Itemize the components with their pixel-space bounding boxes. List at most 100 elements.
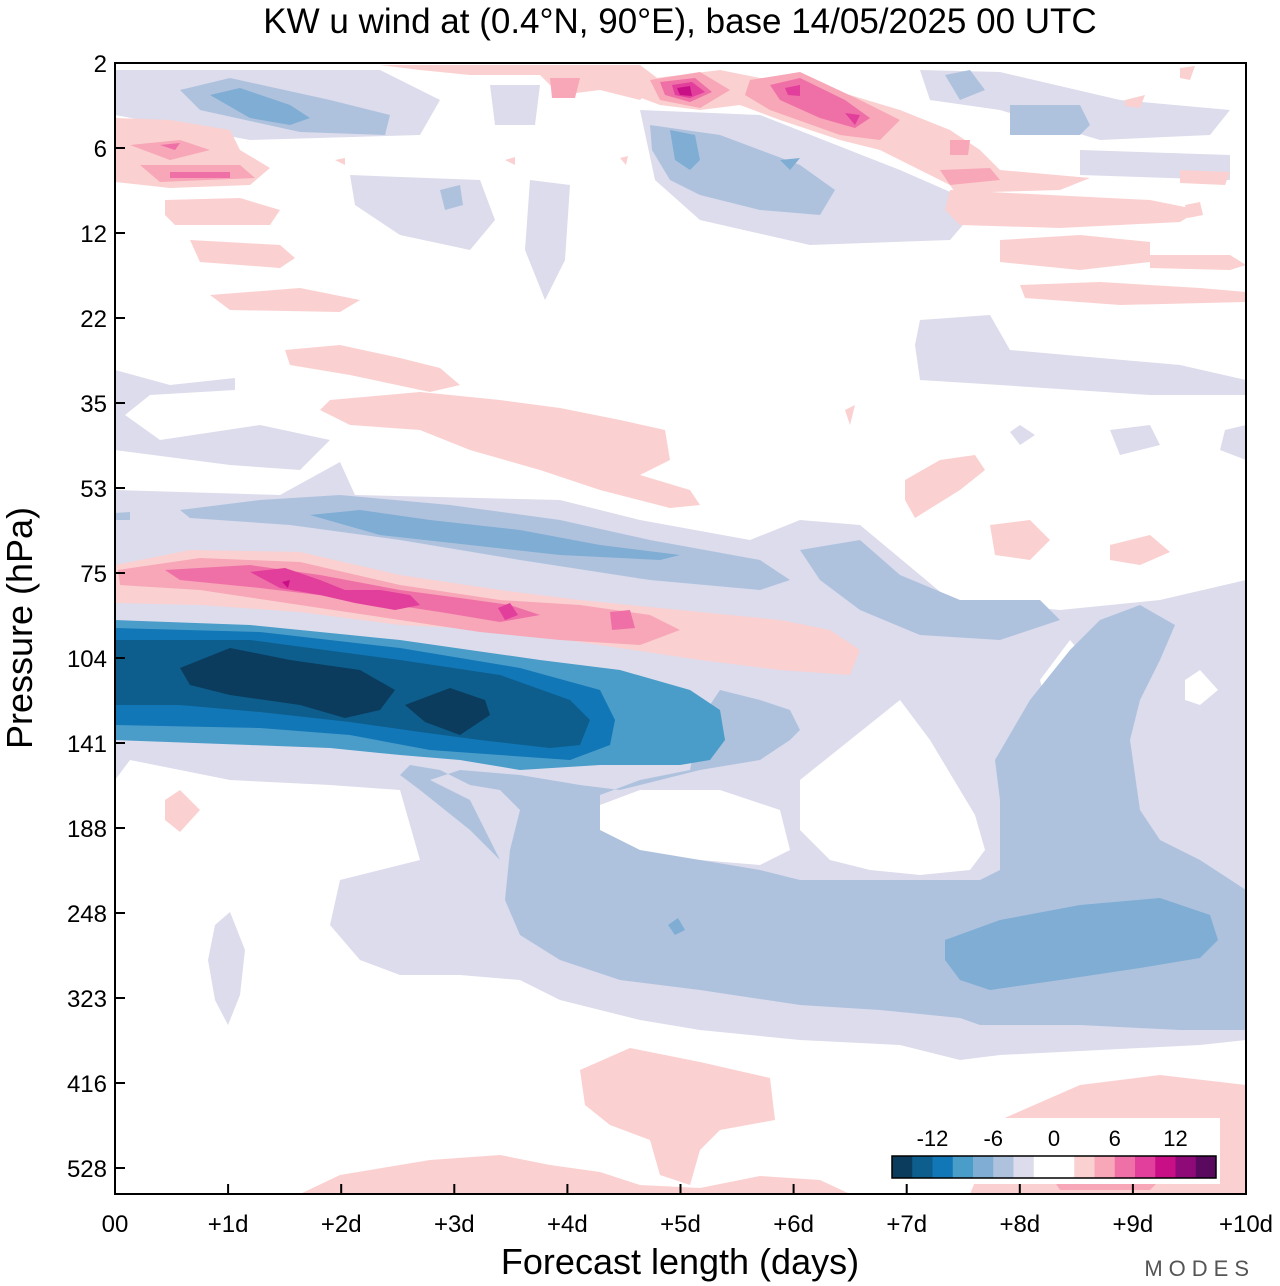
- contour-neg-16: [180, 648, 395, 718]
- contour-neg-weak: [1010, 425, 1035, 445]
- colorbar-swatch: [892, 1156, 913, 1178]
- contour-pos-2: [1180, 170, 1230, 185]
- colorbar-frame: [891, 1155, 1217, 1179]
- contour-pos-2: [1000, 235, 1150, 270]
- contour-neg-weak: [115, 370, 330, 470]
- contour-neg-6: [668, 918, 685, 935]
- x-tick-label: +9d: [1113, 1211, 1154, 1238]
- y-tick-label: 53: [80, 476, 107, 503]
- x-tick-label: +1d: [208, 1211, 249, 1238]
- contour-field: [115, 65, 1246, 1194]
- contour-pos-10: [785, 85, 800, 96]
- y-tick-label: 323: [67, 986, 107, 1013]
- contour-neg-6: [210, 88, 310, 125]
- contour-pos-2: [380, 65, 660, 100]
- x-tick-label: +6d: [773, 1211, 814, 1238]
- contour-pos-2: [580, 1048, 775, 1185]
- contour-neg-4: [1010, 105, 1090, 135]
- x-tick-label: +4d: [547, 1211, 588, 1238]
- contour-pos-2: [320, 392, 700, 508]
- colorbar-label: -12: [917, 1126, 949, 1151]
- colorbar-swatch: [973, 1156, 994, 1178]
- colorbar-swatch: [912, 1156, 933, 1178]
- x-tick-label: +10d: [1219, 1211, 1273, 1238]
- y-axis-title: Pressure (hPa): [0, 507, 40, 749]
- contour-zero: [1185, 670, 1218, 705]
- colorbar-swatch: [1175, 1156, 1197, 1178]
- colorbar-swatch: [1094, 1156, 1116, 1178]
- contour-pos-2: [190, 240, 295, 268]
- contour-neg-weak: [1110, 425, 1160, 455]
- y-tick-label: 248: [67, 901, 107, 928]
- contour-pos-8: [170, 172, 230, 178]
- contour-pos-4: [130, 140, 210, 160]
- x-tick-label: +7d: [886, 1211, 927, 1238]
- colorbar-swatch: [932, 1156, 954, 1178]
- chart-title: KW u wind at (0.4°N, 90°E), base 14/05/2…: [263, 2, 1096, 41]
- contour-neg-weak: [350, 175, 495, 250]
- contour-pos-12: [677, 86, 692, 96]
- colorbar-swatch: [1074, 1156, 1095, 1178]
- contour-pos-4: [550, 78, 580, 98]
- contour-neg-6: [780, 158, 800, 170]
- contour-neg-4: [945, 70, 985, 100]
- y-tick-label: 6: [94, 136, 107, 163]
- colorbar-swatch: [1013, 1156, 1035, 1178]
- y-tick-label: 416: [67, 1071, 107, 1098]
- contour-neg-weak: [525, 180, 570, 300]
- contour-pos-2: [300, 1155, 850, 1194]
- contour-pos-2: [505, 157, 515, 165]
- contour-neg-4: [800, 540, 1060, 640]
- y-tick-label: 35: [80, 391, 107, 418]
- y-tick-label: 104: [67, 646, 107, 673]
- y-tick-label: 2: [94, 51, 107, 78]
- y-tick-label: 22: [80, 306, 107, 333]
- x-tick-label: +5d: [660, 1211, 701, 1238]
- contour-neg-weak: [1220, 425, 1246, 460]
- contour-neg-6: [670, 130, 700, 170]
- contour-neg-weak: [915, 315, 1246, 395]
- contour-pos-4: [940, 168, 1000, 185]
- contour-pos-2: [210, 288, 360, 312]
- contour-neg-6: [945, 898, 1218, 990]
- contour-neg-16: [405, 688, 490, 735]
- y-tick-label: 75: [80, 561, 107, 588]
- contour-pos-2: [335, 158, 345, 165]
- colorbar-swatch: [1114, 1156, 1136, 1178]
- contour-pos-2: [1125, 95, 1145, 108]
- colorbar-label: -6: [983, 1126, 1003, 1151]
- x-tick-label: +8d: [999, 1211, 1040, 1238]
- x-tick-label: 00: [102, 1211, 129, 1238]
- brand-logo: MODES: [1144, 1256, 1255, 1281]
- colorbar-label: 12: [1163, 1126, 1187, 1151]
- colorbar-swatch: [1033, 1156, 1055, 1178]
- contour-neg-6: [310, 510, 680, 560]
- colorbar-swatch: [993, 1156, 1014, 1178]
- contour-pos-2: [620, 156, 628, 165]
- y-tick-label: 528: [67, 1156, 107, 1183]
- contour-pos-10: [250, 568, 420, 610]
- colorbar-swatch: [952, 1156, 974, 1178]
- contour-pos-8: [610, 610, 635, 630]
- y-tick-label: 12: [80, 221, 107, 248]
- x-tick-label: +2d: [321, 1211, 362, 1238]
- y-tick-label: 188: [67, 816, 107, 843]
- contour-pos-2: [945, 190, 1200, 228]
- colorbar-label: 0: [1048, 1126, 1060, 1151]
- y-tick-label: 141: [67, 731, 107, 758]
- contour-pos-2: [165, 790, 200, 832]
- contour-pos-2: [1150, 255, 1246, 270]
- colorbar-swatch: [1054, 1156, 1075, 1178]
- contour-pos-2: [1180, 66, 1195, 80]
- colorbar-label: 6: [1109, 1126, 1121, 1151]
- contour-pos-2: [165, 198, 280, 225]
- contour-neg-weak: [490, 85, 540, 125]
- colorbar-swatch: [1155, 1156, 1176, 1178]
- contour-pos-2: [990, 520, 1050, 560]
- contour-pos-2: [1185, 202, 1203, 218]
- x-axis: 00 +1d +2d +3d +4d +5d +6d +7d +8d +9d +10d: [102, 1184, 1273, 1238]
- contour-pos-10: [845, 113, 860, 125]
- contour-pos-4: [950, 140, 970, 155]
- colorbar: -12 -6 0 6 12: [888, 1118, 1220, 1184]
- x-axis-title: Forecast length (days): [501, 1241, 859, 1282]
